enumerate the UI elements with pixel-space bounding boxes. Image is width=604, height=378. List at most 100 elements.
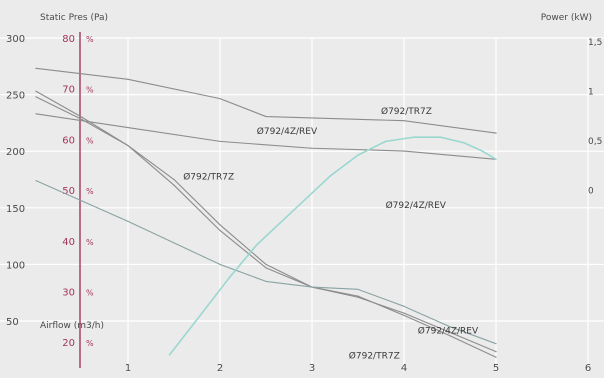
y-tick-label-left: 200: [6, 147, 25, 158]
data-point: [219, 263, 221, 266]
y-tick-label-right: 1,5: [588, 38, 602, 48]
data-point: [449, 331, 451, 333]
x-tick-label: 2: [217, 363, 223, 374]
curve-labels: Ø792/4Z/REV Ø792/TR7Z Ø792/TR7Z Ø792/4Z/REV…: [183, 106, 479, 362]
data-point: [311, 117, 313, 119]
data-point: [81, 200, 83, 202]
y-axis-title-right: Power (kW): [541, 13, 592, 23]
data-point: [403, 305, 405, 307]
y-tick-label-left: 100: [6, 260, 25, 271]
y-axis-title-left: Static Pres (Pa): [40, 13, 108, 23]
data-point: [265, 280, 267, 283]
series-line-power-rising-5: [168, 136, 497, 356]
efficiency-tick-unit: %: [86, 35, 94, 44]
data-point: [265, 263, 267, 266]
data-point: [495, 132, 497, 134]
x-tick-label: 1: [125, 363, 131, 374]
data-point: [219, 229, 221, 232]
data-point: [403, 312, 405, 314]
efficiency-tick-label: 20: [62, 338, 75, 349]
data-point: [173, 184, 175, 186]
data-point: [463, 142, 465, 144]
data-point: [449, 326, 451, 328]
series-line-power-4: [35, 113, 497, 160]
data-point: [256, 244, 258, 246]
data-point: [311, 286, 313, 288]
data-point: [35, 90, 37, 92]
data-point: [168, 354, 170, 356]
y-tick-label-left: 250: [6, 91, 25, 102]
x-tick-label: 3: [309, 363, 315, 374]
efficiency-tick-label: 80: [62, 34, 75, 45]
y-tick-label-right: 1: [588, 88, 594, 98]
data-point: [440, 136, 442, 138]
series-line-power-3: [35, 67, 497, 134]
curve-label: Ø792/4Z/REV: [418, 325, 479, 336]
efficiency-tick-unit: %: [86, 187, 94, 196]
data-point: [127, 78, 129, 80]
efficiency-tick-label: 50: [62, 186, 75, 197]
data-point: [495, 343, 497, 345]
data-point: [265, 115, 267, 118]
data-point: [412, 136, 414, 138]
curve-label: Ø792/TR7Z: [183, 172, 234, 183]
data-point: [403, 120, 405, 122]
efficiency-tick-unit: %: [86, 289, 94, 298]
data-point: [311, 147, 313, 149]
y-tick-label-left: 150: [6, 204, 25, 215]
x-tick-label: 6: [585, 363, 591, 374]
data-point: [81, 118, 83, 121]
data-point: [35, 180, 37, 182]
efficiency-tick-unit: %: [86, 86, 94, 95]
x-tick-label: 5: [493, 363, 499, 374]
data-point: [293, 209, 295, 211]
efficiency-tick-unit: %: [86, 339, 94, 348]
data-point: [403, 314, 405, 316]
y-tick-label-left: 50: [6, 317, 19, 328]
data-point: [201, 313, 203, 315]
data-point: [357, 296, 359, 298]
data-point: [357, 295, 359, 297]
data-point: [127, 220, 129, 223]
curve-label: Ø792/4Z/REV: [386, 200, 447, 211]
efficiency-tick-unit: %: [86, 136, 94, 145]
efficiency-tick-label: 60: [62, 135, 75, 146]
data-point: [35, 113, 37, 115]
data-point: [35, 96, 37, 98]
data-point: [265, 267, 267, 269]
x-tick-label: 4: [401, 363, 407, 374]
curve-label: Ø792/TR7Z: [349, 350, 400, 361]
data-point: [449, 335, 451, 337]
grid: [0, 37, 604, 372]
data-point: [127, 126, 129, 129]
data-point: [35, 67, 37, 69]
data-point: [403, 150, 405, 152]
curve-label: Ø792/TR7Z: [381, 106, 432, 117]
data-point: [219, 98, 221, 100]
data-point: [219, 224, 221, 226]
data-point: [81, 116, 83, 118]
data-point: [357, 288, 359, 290]
efficiency-tick-unit: %: [86, 238, 94, 247]
data-point: [481, 150, 483, 152]
data-point: [173, 178, 175, 181]
curve-label: Ø792/4Z/REV: [257, 126, 318, 137]
axes: Static Pres (Pa) Power (kW) Airflow (m3/h)…: [6, 13, 602, 374]
series-lines: [35, 67, 497, 358]
data-point: [385, 140, 387, 142]
y-tick-label-left: 300: [6, 34, 25, 45]
data-point: [228, 277, 230, 279]
x-axis-title: Airflow (m3/h): [40, 321, 104, 331]
y-tick-label-right: 0,5: [588, 137, 602, 147]
efficiency-tick-label: 30: [62, 288, 75, 299]
data-point: [127, 144, 129, 147]
data-point: [357, 154, 359, 156]
data-point: [495, 158, 497, 160]
data-point: [495, 351, 497, 353]
efficiency-tick-label: 40: [62, 237, 75, 248]
data-point: [329, 175, 331, 177]
efficiency-tick-label: 70: [62, 85, 75, 96]
data-point: [173, 242, 175, 244]
